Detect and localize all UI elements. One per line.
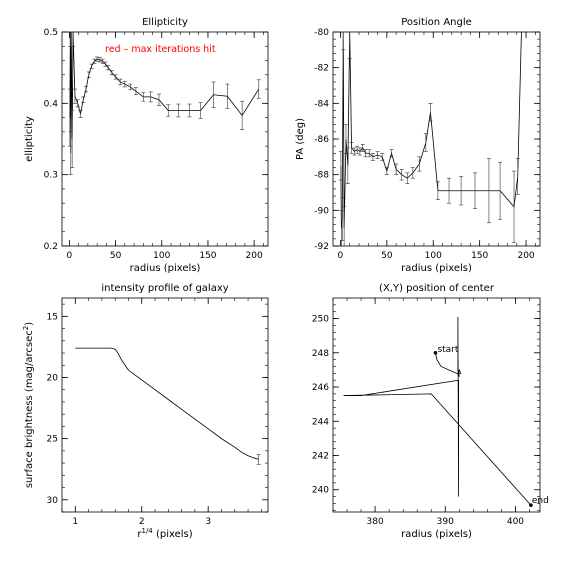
x-tick-label: 200	[517, 251, 534, 261]
panel-position-angle: 0 50 100 150 200 -92 -90 -88 -86 -84 -82 -80 Positio…	[295, 17, 541, 274]
x-axis-label-sup: 1/4	[142, 527, 154, 535]
panel-ellipticity: 0 50 100 150 200 0.2 0.3 0.4 0.5 Ellipticity radiu…	[24, 17, 269, 274]
x-tick-label: 0	[338, 251, 344, 261]
plot-area	[75, 347, 261, 465]
y-tick-label: 246	[312, 383, 329, 393]
chart-title: intensity profile of galaxy	[101, 283, 228, 294]
y-tick-label: 15	[47, 312, 58, 322]
plot-frame	[332, 31, 541, 247]
series-line	[340, 32, 522, 229]
plot-frame	[61, 31, 269, 247]
x-axis-label: radius (pixels)	[401, 529, 472, 540]
x-tick-label: 150	[199, 251, 216, 261]
y-tick-label: 250	[312, 315, 329, 325]
panel-intensity-profile: 1 2 3 15 20 25 30 intensity profile of galaxy r1…	[22, 283, 269, 540]
chart-title: (X,Y) position of center	[379, 283, 495, 294]
x-tick-label: 150	[471, 251, 488, 261]
y-tick-label: 240	[312, 486, 329, 496]
x-axis-label-rest: (pixels)	[153, 529, 193, 540]
series-line	[75, 347, 259, 460]
y-tick-label: 30	[47, 496, 59, 506]
y-tick-label: 248	[312, 349, 329, 359]
plot-area	[338, 32, 522, 246]
series-line	[343, 316, 532, 506]
x-tick-label: 50	[110, 251, 122, 261]
y-tick-label: 0.5	[44, 28, 58, 38]
y-axis-label: PA (deg)	[295, 118, 306, 160]
start-point	[433, 350, 438, 355]
y-tick-label: 0.4	[44, 99, 59, 109]
plot-frame	[61, 297, 269, 513]
x-tick-label: 380	[367, 517, 384, 527]
panel-center-position: 380 390 400 240 242 244 246 248 250 (X,Y) positio…	[312, 283, 549, 540]
x-tick-label: 0	[67, 251, 73, 261]
y-tick-label: 20	[47, 373, 59, 383]
x-tick-label: 100	[153, 251, 170, 261]
x-tick-label: 50	[381, 251, 393, 261]
plot-area	[343, 316, 532, 506]
y-tick-label: -80	[314, 28, 329, 38]
series-line	[69, 32, 260, 154]
chart-title: Ellipticity	[142, 17, 188, 28]
x-tick-label: 2	[139, 517, 145, 527]
x-tick-label: 1	[72, 517, 78, 527]
plot-area	[67, 32, 261, 175]
start-label: start	[437, 345, 458, 355]
y-axis-label-base: surface brightness (mag/arcsec	[24, 330, 35, 488]
y-axis-label-end: )	[24, 322, 35, 326]
x-tick-label: 100	[425, 251, 442, 261]
y-tick-label: 0.3	[44, 171, 58, 181]
plot-frame	[332, 297, 541, 513]
y-tick-label: -84	[314, 99, 329, 109]
y-tick-label: -82	[314, 64, 329, 74]
y-tick-label: -90	[314, 206, 329, 216]
x-axis-label: radius (pixels)	[130, 263, 201, 274]
y-tick-label: 25	[47, 435, 58, 445]
x-tick-label: 3	[205, 517, 211, 527]
y-tick-label: 0.2	[44, 242, 58, 252]
y-axis-label-sup: 2	[22, 326, 30, 330]
x-tick-label: 200	[246, 251, 263, 261]
y-tick-label: 244	[312, 417, 329, 427]
x-axis-label: r1/4 (pixels)	[137, 527, 192, 540]
x-tick-label: 400	[507, 517, 524, 527]
y-tick-label: -88	[314, 171, 329, 181]
annotation-red-max-iterations: red – max iterations hit	[105, 44, 216, 55]
end-label: end	[532, 496, 549, 506]
y-axis-label: ellipticity	[24, 116, 35, 162]
y-axis-label: surface brightness (mag/arcsec2)	[22, 322, 35, 488]
y-tick-label: -86	[314, 135, 329, 145]
end-point	[529, 503, 533, 507]
x-axis-label: radius (pixels)	[401, 263, 472, 274]
y-tick-label: -92	[314, 242, 329, 252]
chart-title: Position Angle	[401, 17, 472, 28]
y-tick-label: 242	[312, 452, 329, 462]
x-axis-label-base: r	[137, 529, 142, 540]
x-tick-label: 390	[437, 517, 454, 527]
